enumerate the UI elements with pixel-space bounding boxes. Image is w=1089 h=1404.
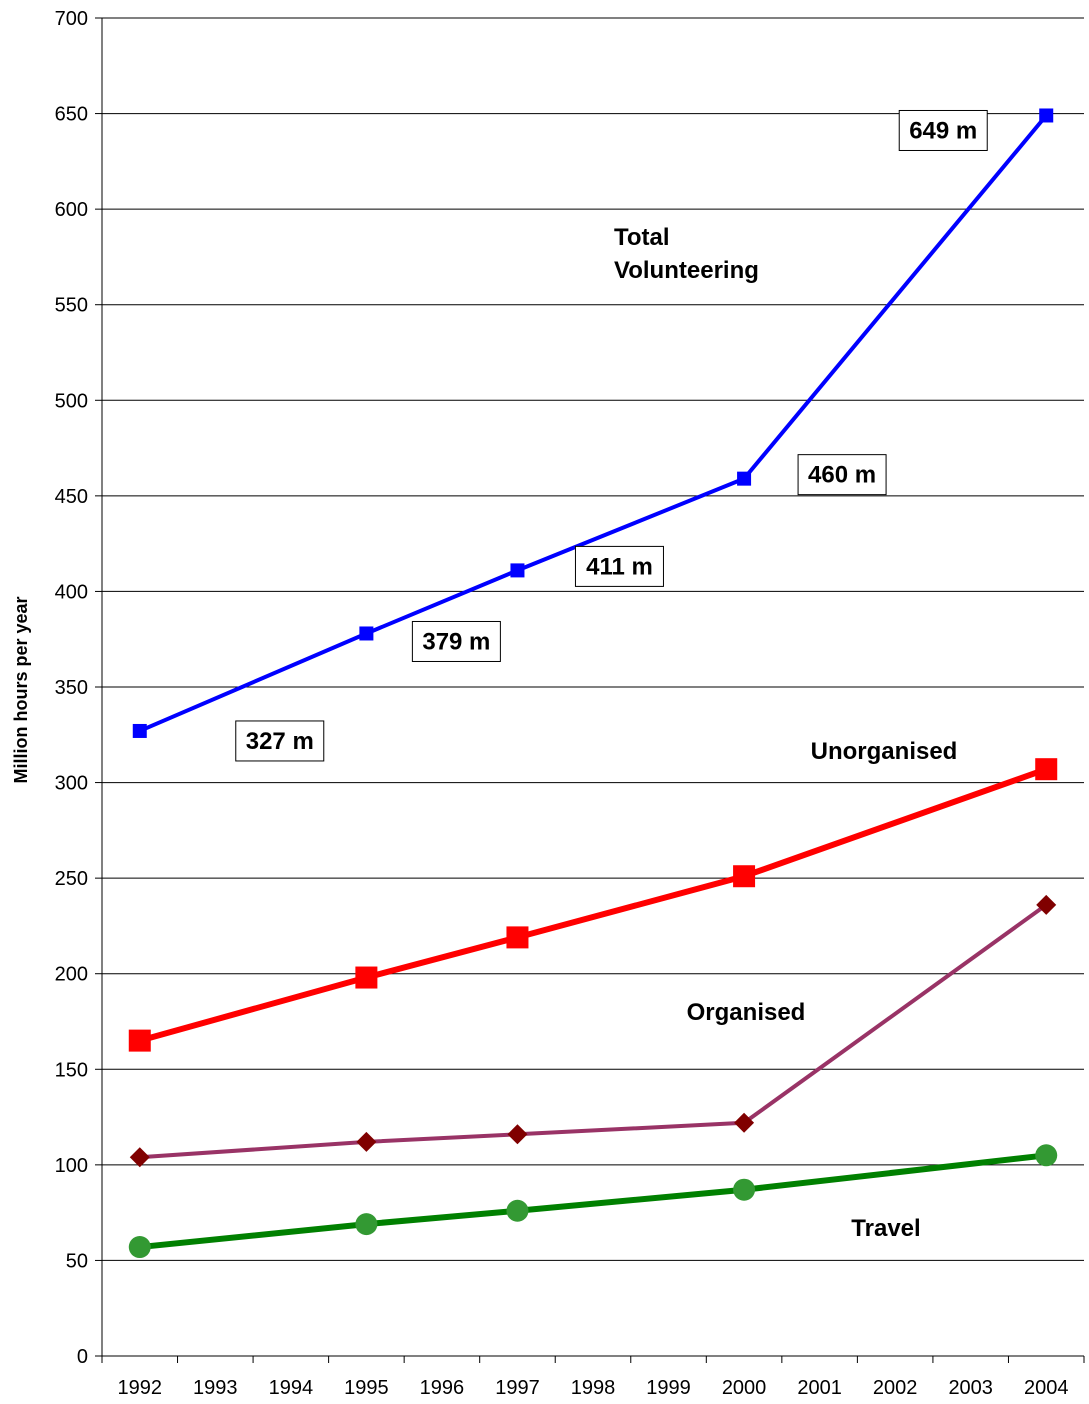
x-tick-label: 1996	[420, 1377, 465, 1399]
y-tick-label: 350	[55, 677, 88, 699]
y-tick-label: 150	[55, 1059, 88, 1081]
y-axis-ticks: 0 50 100 150 200 250 300 350 400 450 500 550 600 650 7…	[55, 8, 102, 1368]
series-name-label: Total Volunteering	[614, 224, 759, 284]
y-tick-label: 550	[55, 295, 88, 317]
data-point	[1035, 758, 1058, 781]
y-tick-label: 400	[55, 581, 88, 603]
data-point	[355, 966, 378, 989]
data-point	[734, 1112, 755, 1133]
y-tick-label: 300	[55, 773, 88, 795]
y-tick-label: 700	[55, 8, 88, 30]
x-tick-label: 1994	[269, 1377, 314, 1399]
x-tick-label: 1999	[646, 1377, 691, 1399]
data-point	[1039, 108, 1054, 123]
value-label-box	[898, 109, 988, 151]
data-point	[129, 1147, 150, 1168]
value-label: 460 m	[808, 462, 876, 489]
data-point	[356, 1131, 377, 1152]
y-tick-label: 450	[55, 486, 88, 508]
value-labels: 327 m 379 m 411 m 460 m 649 m	[235, 109, 988, 762]
data-point	[737, 471, 752, 486]
data-point	[733, 865, 756, 888]
data-point	[510, 563, 525, 578]
series-names: Total Volunteering Unorganised Organised Tra…	[614, 224, 957, 1242]
series-lines	[138, 114, 1048, 1251]
series-line	[139, 903, 1048, 1160]
value-label-box	[235, 720, 325, 762]
y-tick-label: 250	[55, 868, 88, 890]
y-tick-label: 100	[55, 1155, 88, 1177]
data-point	[359, 626, 374, 641]
data-point	[1036, 894, 1057, 915]
value-label: 327 m	[246, 728, 314, 755]
series-name-label: Organised	[687, 999, 806, 1026]
series-name-label: Travel	[851, 1215, 920, 1242]
x-tick-label: 2003	[948, 1377, 993, 1399]
y-tick-label: 50	[66, 1250, 88, 1272]
x-tick-label: 1995	[344, 1377, 389, 1399]
y-axis-title: Million hours per year	[11, 596, 31, 783]
data-point	[128, 1029, 151, 1052]
value-label-box	[574, 545, 664, 587]
data-point	[733, 1178, 756, 1201]
value-label-box	[797, 454, 887, 496]
value-label: 411 m	[586, 553, 653, 580]
x-tick-label: 1993	[193, 1377, 238, 1399]
y-tick-label: 0	[77, 1346, 88, 1368]
data-point	[128, 1236, 151, 1259]
series-markers	[128, 108, 1058, 1259]
data-point	[132, 723, 147, 738]
value-label-box	[411, 620, 501, 662]
data-point	[507, 1124, 528, 1145]
y-tick-label: 600	[55, 199, 88, 221]
x-tick-label: 1998	[571, 1377, 616, 1399]
y-tick-label: 200	[55, 964, 88, 986]
x-tick-label: 2002	[873, 1377, 918, 1399]
value-label: 649 m	[909, 117, 977, 144]
x-tick-label: 2004	[1024, 1377, 1069, 1399]
data-point	[1035, 1144, 1058, 1167]
value-label: 379 m	[422, 628, 490, 655]
series-name-label: Unorganised	[811, 738, 958, 765]
x-tick-label: 2001	[797, 1377, 842, 1399]
gridlines	[102, 17, 1084, 1261]
data-point	[506, 926, 529, 949]
data-point	[506, 1199, 529, 1222]
data-point	[355, 1213, 378, 1236]
series-line	[138, 766, 1048, 1044]
x-tick-label: 1992	[118, 1377, 163, 1399]
y-tick-label: 500	[55, 390, 88, 412]
y-tick-label: 650	[55, 104, 88, 126]
series-line	[138, 114, 1048, 733]
x-axis-ticks: 1992 1993 1994 1995 1996 1997 1998 1999 2000 2001…	[101, 1356, 1085, 1399]
x-tick-label: 2000	[722, 1377, 767, 1399]
x-tick-label: 1997	[495, 1377, 540, 1399]
